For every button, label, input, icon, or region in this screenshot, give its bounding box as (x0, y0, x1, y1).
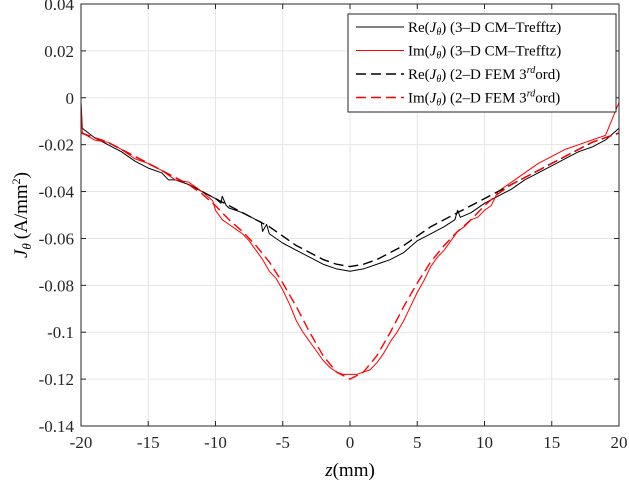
x-tick-label: -15 (137, 433, 160, 452)
x-tick-label: 0 (346, 433, 355, 452)
x-axis-label: z(mm) (324, 460, 375, 481)
legend-text-part: θ (436, 98, 441, 109)
axis-labels-layer: z(mm) Jθ(A/mm2) (9, 172, 375, 481)
legend-text-part: ) (3–D CM–Trefftz) (441, 20, 561, 36)
legend-text-part: θ (436, 27, 441, 38)
y-tick-label: 0.04 (44, 0, 74, 14)
legend-text-part: rd (527, 89, 537, 100)
y-tick-label: -0.12 (39, 370, 74, 389)
legend-text-part: J (430, 67, 438, 83)
legend-text-part: θ (436, 51, 441, 62)
legend: Re(Jθ) (3–D CM–Trefftz)Im(Jθ) (3–D CM–Tr… (347, 13, 617, 113)
y-tick-label: -0.04 (39, 183, 75, 202)
series-layer (80, 102, 620, 380)
legend-text-part: rd (527, 65, 537, 76)
x-tick-label: -20 (70, 433, 93, 452)
x-tick-label: -5 (276, 433, 290, 452)
legend-text-part: Re( (408, 20, 430, 36)
series-line (80, 132, 620, 380)
x-tick-label: 10 (476, 433, 493, 452)
x-tick-label: 20 (611, 433, 628, 452)
legend-text-part: Re( (408, 67, 430, 83)
x-tick-label: 15 (543, 433, 560, 452)
legend-text-part: ) (2–D FEM 3 (441, 67, 526, 83)
legend-text-part: Im( (408, 91, 430, 107)
legend-text-part: J (430, 91, 438, 107)
x-tick-label: -10 (204, 433, 227, 452)
legend-text-part: θ (436, 74, 441, 85)
legend-text-part: ) (2–D FEM 3 (441, 91, 526, 107)
legend-text-part: J (430, 20, 438, 36)
series-line (80, 102, 620, 375)
legend-box (347, 13, 617, 113)
y-axis-label: Jθ(A/mm2) (9, 172, 34, 258)
y-tick-label: 0.02 (44, 42, 74, 61)
legend-entry: Im(Jθ) (2–D FEM 3rdord) (408, 89, 560, 109)
x-tick-label: 5 (413, 433, 422, 452)
legend-text-part: ord) (535, 67, 560, 83)
y-tick-label: -0.08 (39, 276, 74, 295)
legend-entry: Re(Jθ) (2–D FEM 3rdord) (408, 65, 560, 85)
ticks-layer: -20 -15 -10 -5 0 5 10 15 20 0.04 0.02 0 -0.02 -0.04 -0… (39, 0, 628, 452)
series-line (80, 102, 620, 272)
y-tick-label: -0.02 (39, 136, 74, 155)
legend-text-part: Im( (408, 44, 430, 60)
legend-entry: Im(Jθ) (3–D CM–Trefftz) (408, 44, 561, 62)
y-tick-label: 0 (66, 89, 75, 108)
y-tick-label: -0.06 (39, 229, 74, 248)
legend-text-part: J (430, 44, 438, 60)
y-tick-label: -0.1 (47, 323, 74, 342)
legend-entry: Re(Jθ) (3–D CM–Trefftz) (408, 20, 561, 38)
legend-text-part: ) (3–D CM–Trefftz) (441, 44, 561, 60)
y-tick-label: -0.14 (39, 417, 75, 436)
legend-text-part: ord) (535, 91, 560, 107)
